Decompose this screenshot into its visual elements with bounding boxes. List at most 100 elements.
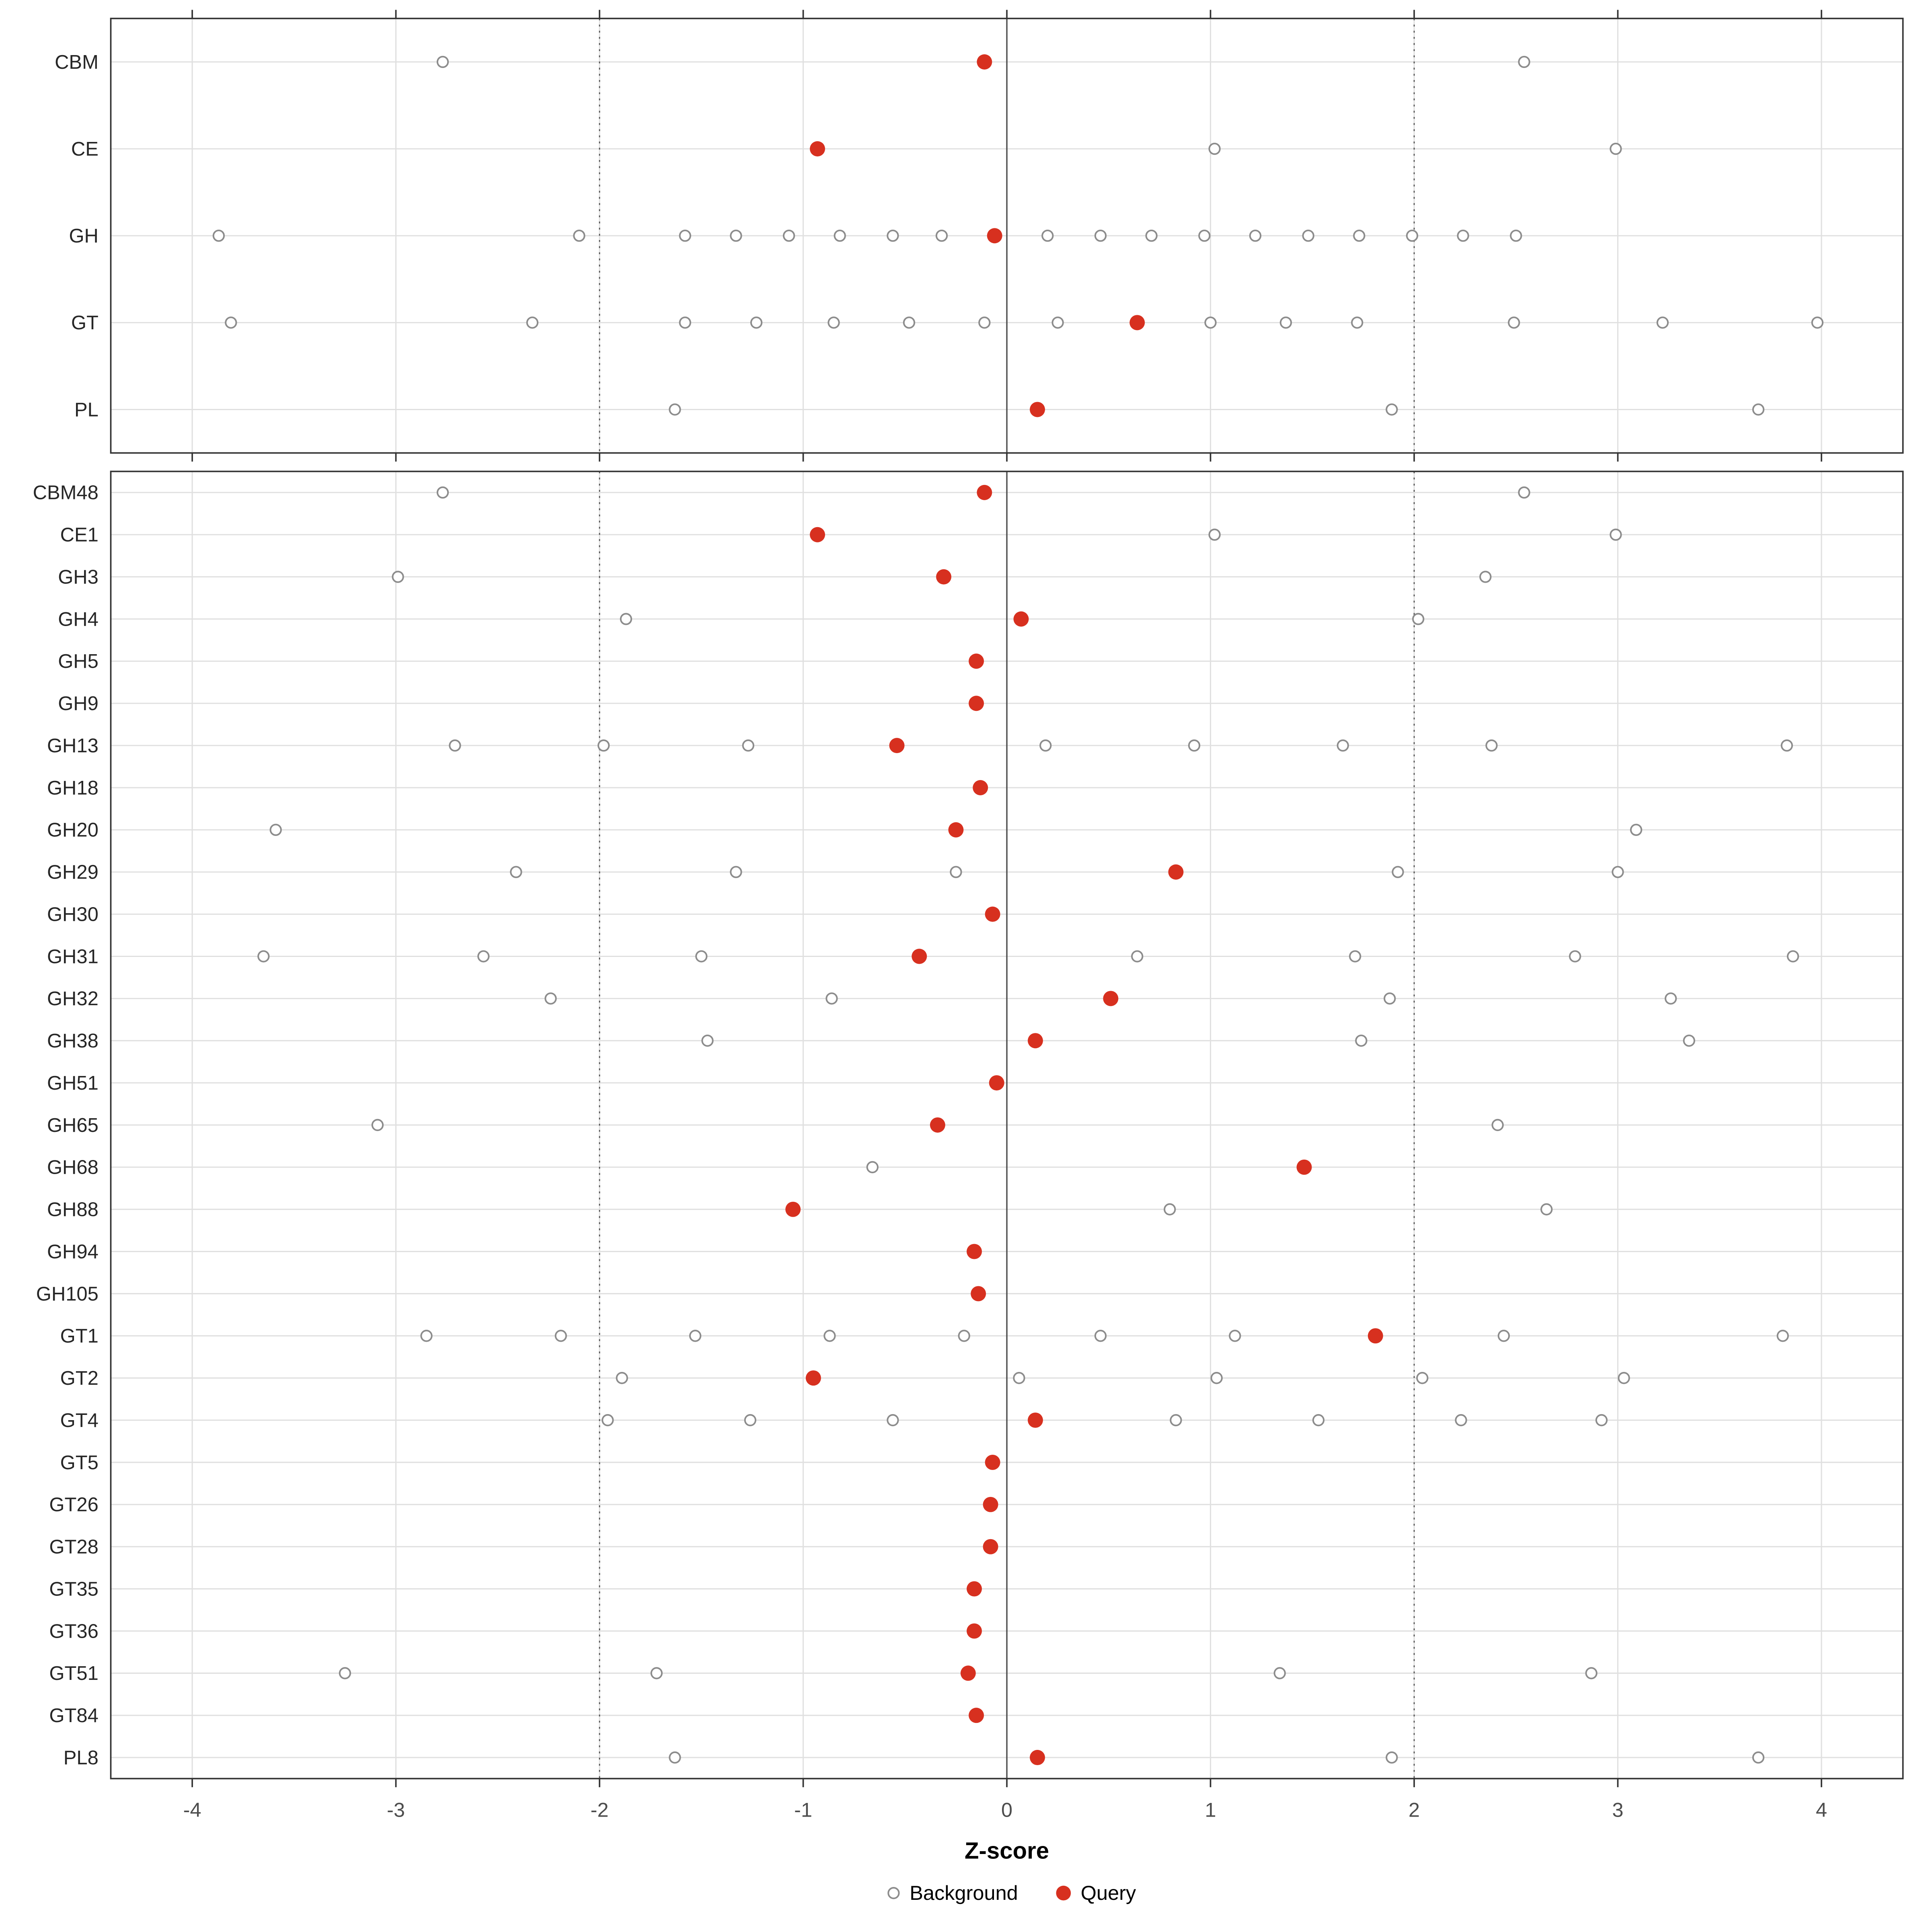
query-point	[1028, 1033, 1043, 1049]
background-point	[1491, 1119, 1504, 1131]
row-label: PL	[74, 399, 99, 421]
query-point	[967, 1623, 982, 1639]
panel-border	[110, 18, 1904, 454]
background-point	[903, 316, 916, 329]
row-label: GH13	[47, 735, 99, 757]
background-point	[701, 1035, 714, 1047]
query-point	[983, 1497, 998, 1512]
query-point	[1103, 991, 1119, 1006]
background-point	[695, 950, 708, 963]
background-point	[449, 739, 461, 752]
background-point	[1518, 486, 1530, 499]
background-point	[1618, 1372, 1630, 1384]
background-point	[1416, 1372, 1429, 1384]
background-point	[744, 1414, 757, 1427]
query-point	[805, 1370, 821, 1386]
row-label: GT26	[49, 1494, 98, 1516]
background-point	[887, 230, 899, 242]
background-point	[436, 486, 449, 499]
background-point	[1455, 1414, 1467, 1427]
row-label: GT	[71, 312, 99, 334]
query-point	[987, 228, 1002, 244]
legend: Background Query	[887, 1881, 1136, 1904]
background-point	[1412, 613, 1425, 625]
background-point	[1337, 739, 1349, 752]
x-tick-label: 1	[1205, 1798, 1216, 1821]
background-point	[689, 1330, 702, 1342]
row-label: GH18	[47, 777, 99, 799]
query-point	[912, 949, 927, 964]
query-point	[971, 1286, 986, 1302]
row-label: CE1	[60, 524, 99, 546]
background-point	[269, 823, 282, 836]
row-label: PL8	[64, 1747, 99, 1769]
background-point	[887, 1414, 899, 1427]
background-point	[1508, 316, 1520, 329]
background-point	[1204, 316, 1217, 329]
background-point	[1208, 528, 1221, 541]
background-point	[834, 230, 846, 242]
background-point	[544, 992, 557, 1005]
query-point	[969, 696, 984, 711]
background-point	[1485, 739, 1498, 752]
row-label: GH51	[47, 1072, 99, 1094]
background-point	[1094, 230, 1107, 242]
background-point	[1610, 142, 1622, 155]
background-point	[1665, 992, 1677, 1005]
background-point	[1249, 230, 1262, 242]
background-point	[225, 316, 237, 329]
x-tick-label: -2	[591, 1798, 609, 1821]
row-label: GT36	[49, 1620, 98, 1642]
query-point	[985, 906, 1000, 922]
background-point	[1752, 1751, 1765, 1764]
background-point	[1457, 230, 1469, 242]
x-tick-label: -4	[183, 1798, 201, 1821]
query-point	[985, 1454, 1000, 1470]
background-point	[1041, 230, 1054, 242]
row-label: CE	[71, 138, 99, 160]
background-point	[257, 950, 270, 963]
row-label: GT1	[60, 1325, 99, 1347]
background-point	[1497, 1330, 1510, 1342]
background-point	[1406, 230, 1419, 242]
background-point	[1312, 1414, 1325, 1427]
row-label: GH	[69, 225, 98, 247]
background-point	[1540, 1203, 1553, 1215]
query-point	[969, 1708, 984, 1723]
query-point	[948, 822, 964, 838]
row-label: GH30	[47, 903, 99, 925]
query-point	[989, 1075, 1004, 1091]
background-point	[1351, 316, 1363, 329]
background-point	[212, 230, 225, 242]
row-label: GT51	[49, 1663, 98, 1684]
background-point	[742, 739, 754, 752]
background-point	[573, 230, 585, 242]
background-point	[1612, 866, 1624, 878]
background-point	[420, 1330, 433, 1342]
query-point	[1030, 1750, 1045, 1766]
background-point	[392, 571, 404, 583]
background-point	[958, 1330, 970, 1342]
query-point	[1367, 1328, 1383, 1344]
panel-class-level: CBM CE GH GT PL	[55, 10, 1904, 462]
background-point	[1585, 1667, 1597, 1679]
background-point	[679, 230, 691, 242]
background-point	[1188, 739, 1201, 752]
background-point	[1145, 230, 1158, 242]
background-point	[1811, 316, 1824, 329]
background-point	[827, 316, 840, 329]
background-point	[1273, 1667, 1286, 1679]
query-point	[983, 1539, 998, 1554]
background-point	[730, 866, 742, 878]
background-point	[1229, 1330, 1241, 1342]
background-point	[1683, 1035, 1695, 1047]
background-point	[823, 1330, 836, 1342]
background-point	[1479, 571, 1492, 583]
background-point	[825, 992, 838, 1005]
background-point	[1752, 403, 1765, 416]
panel-border	[110, 470, 1904, 1780]
query-point	[785, 1201, 801, 1217]
background-point	[510, 866, 522, 878]
background-point	[1630, 823, 1643, 836]
